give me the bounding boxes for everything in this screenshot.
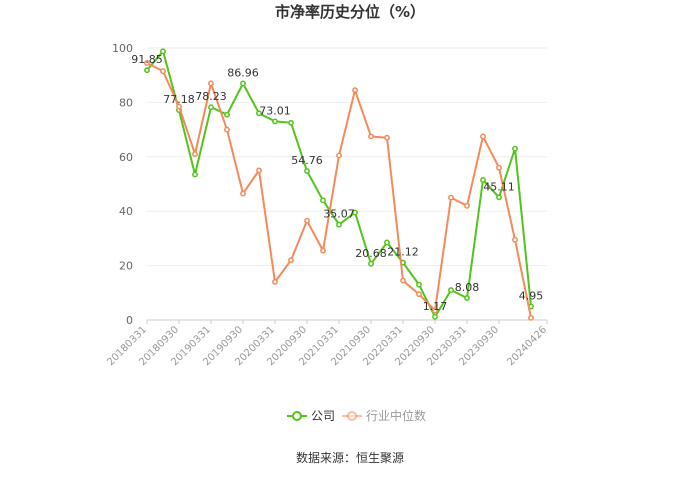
data-point[interactable] [144, 60, 150, 66]
data-point[interactable] [512, 145, 518, 152]
data-point[interactable] [384, 239, 390, 246]
data-point[interactable] [480, 176, 486, 183]
y-tick-label: 80 [119, 96, 133, 109]
data-label: 91.85 [131, 53, 163, 66]
data-point[interactable] [192, 171, 198, 178]
data-point[interactable] [304, 217, 310, 224]
data-point[interactable] [464, 295, 470, 301]
data-label: 45.11 [483, 180, 515, 193]
data-point[interactable] [192, 151, 198, 158]
data-label: 78.23 [195, 90, 227, 103]
data-point[interactable] [256, 110, 262, 117]
data-point[interactable] [224, 111, 230, 118]
data-point[interactable] [496, 194, 502, 201]
data-point[interactable] [352, 209, 358, 216]
y-tick-label: 0 [126, 314, 133, 327]
data-point[interactable] [336, 221, 342, 228]
source-note: 数据来源：恒生聚源 [296, 450, 404, 465]
data-point[interactable] [384, 134, 390, 141]
data-point[interactable] [256, 167, 262, 174]
legend-item-company[interactable]: 公司 [287, 409, 335, 423]
legend-industry-marker [347, 411, 357, 421]
legend-company-marker [292, 411, 302, 421]
data-label: 1.17 [423, 300, 448, 313]
chart-title: 市净率历史分位（%） [275, 3, 425, 21]
data-point[interactable] [448, 194, 454, 201]
x-axis: 2018033120180930201903312019093020200331… [105, 320, 549, 368]
data-point[interactable] [304, 168, 310, 175]
data-point[interactable] [336, 152, 342, 159]
data-point[interactable] [144, 67, 150, 74]
data-point[interactable] [496, 164, 502, 171]
legend-industry-label: 行业中位数 [366, 408, 426, 423]
data-point[interactable] [512, 236, 518, 243]
data-point[interactable] [272, 118, 278, 125]
data-label: 73.01 [259, 104, 291, 117]
data-point[interactable] [416, 291, 422, 298]
data-point[interactable] [240, 80, 246, 87]
data-point[interactable] [240, 190, 246, 197]
data-point[interactable] [320, 197, 326, 204]
series-company [144, 48, 534, 320]
data-point[interactable] [208, 104, 214, 111]
data-point[interactable] [288, 257, 294, 264]
data-point[interactable] [320, 247, 326, 254]
y-tick-label: 40 [119, 205, 133, 218]
data-point[interactable] [160, 68, 166, 75]
data-label: 77.18 [163, 93, 195, 106]
data-point[interactable] [368, 133, 374, 140]
y-tick-label: 20 [119, 260, 133, 273]
series-group [144, 48, 534, 321]
data-point[interactable] [464, 202, 470, 209]
data-point[interactable] [288, 119, 294, 126]
data-label: 4.95 [519, 290, 544, 303]
data-label: 21.12 [387, 246, 419, 259]
data-point[interactable] [272, 278, 278, 285]
data-point[interactable] [176, 103, 182, 110]
data-point[interactable] [224, 126, 230, 133]
data-label: 86.96 [227, 66, 259, 79]
y-tick-label: 60 [119, 151, 133, 164]
data-point[interactable] [432, 313, 438, 320]
x-tick-label: 20240426 [505, 324, 549, 368]
data-point[interactable] [448, 287, 454, 294]
data-point[interactable] [480, 133, 486, 140]
legend-company-label: 公司 [311, 409, 335, 423]
data-label: 54.76 [291, 154, 323, 167]
data-label: 20.68 [355, 247, 387, 260]
legend: 公司 行业中位数 [287, 408, 426, 423]
y-axis: 0 20 40 60 80 100 [112, 42, 133, 327]
grid [147, 47, 547, 321]
data-point[interactable] [368, 260, 374, 267]
y-tick-label: 100 [112, 42, 133, 55]
data-point[interactable] [160, 48, 166, 55]
data-point[interactable] [352, 87, 358, 94]
data-point[interactable] [400, 277, 406, 284]
series-industry-median [144, 60, 534, 321]
data-point[interactable] [416, 281, 422, 288]
legend-item-industry-median[interactable]: 行业中位数 [342, 408, 426, 423]
data-point[interactable] [432, 307, 438, 314]
data-label: 35.07 [323, 208, 355, 221]
data-point[interactable] [208, 80, 214, 87]
data-label: 8.08 [455, 281, 480, 294]
data-point[interactable] [528, 314, 534, 321]
